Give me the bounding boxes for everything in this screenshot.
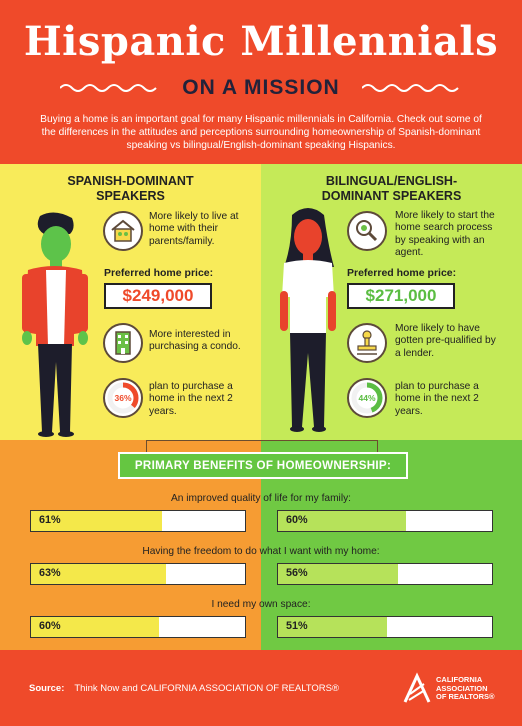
car-logo-text: CALIFORNIA ASSOCIATION OF REALTORS® <box>436 675 495 702</box>
left-squiggle-decoration <box>60 84 157 92</box>
spanish-donut-arc <box>107 382 139 414</box>
logo-line1: CALIFORNIA <box>436 675 483 684</box>
benefit-label-own-space: I need my own space: <box>211 599 311 610</box>
spanish-bar-freedom: 63% <box>30 563 246 585</box>
bar-percent: 51% <box>286 620 308 632</box>
benefit-label-freedom: Having the freedom to do what I want wit… <box>142 546 380 557</box>
bilingual-donut-arc <box>351 382 383 414</box>
bar-fill <box>31 511 162 531</box>
logo-line2: ASSOCIATION <box>436 683 488 693</box>
spanish-heading-line1: SPANISH-DOMINANT <box>67 174 194 188</box>
spanish-donut-value: 36% <box>114 393 132 403</box>
spanish-price-label: Preferred home price: <box>104 267 214 279</box>
bilingual-fact-agent: More likely to start the home search pro… <box>395 210 495 259</box>
bar-fill <box>31 617 160 637</box>
bar-percent: 56% <box>286 567 308 579</box>
bar-percent: 63% <box>39 567 61 579</box>
bilingual-speaker-woman-illustration <box>280 208 336 432</box>
bilingual-price-label: Preferred home price: <box>347 267 457 279</box>
spanish-bar-quality-of-life: 61% <box>30 510 246 532</box>
benefits-connector <box>146 440 378 452</box>
header <box>0 0 522 164</box>
logo-line3: OF REALTORS® <box>436 692 495 702</box>
family-home-icon <box>103 211 143 251</box>
bar-fill <box>278 564 398 584</box>
bilingual-bar-own-space: 51% <box>277 616 493 638</box>
bar-percent: 61% <box>39 514 61 526</box>
condo-building-icon <box>103 323 143 363</box>
spanish-heading-line2: SPEAKERS <box>96 189 165 203</box>
spanish-price-value: $249,000 <box>104 283 212 309</box>
source-line: Source: Think Now and CALIFORNIA ASSOCIAT… <box>29 683 339 694</box>
source-text: Think Now and CALIFORNIA ASSOCIATION OF … <box>74 683 340 694</box>
bilingual-heading-line1: BILINGUAL/ENGLISH- <box>325 174 458 188</box>
right-squiggle-decoration <box>362 84 459 92</box>
agent-search-icon <box>347 211 387 251</box>
source-label: Source: <box>29 683 65 694</box>
spanish-donut-chart <box>103 378 143 418</box>
spanish-bar-own-space: 60% <box>30 616 246 638</box>
spanish-fact-live-at-home: More likely to live at home with their p… <box>149 211 239 247</box>
bilingual-fact-prequalified: More likely to have gotten pre-qualified… <box>395 323 496 359</box>
benefits-title: PRIMARY BENEFITS OF HOMEOWNERSHIP: <box>118 452 408 479</box>
bilingual-donut-chart <box>347 378 387 418</box>
spanish-heading: SPANISH-DOMINANT SPEAKERS <box>0 174 261 204</box>
bilingual-price-value: $271,000 <box>347 283 455 309</box>
bar-percent: 60% <box>39 620 61 632</box>
footer <box>0 650 522 726</box>
bilingual-fact-plan-purchase: plan to purchase a home in the next 2 ye… <box>395 381 479 417</box>
spanish-speaker-man-illustration <box>22 212 88 437</box>
bilingual-heading: BILINGUAL/ENGLISH- DOMINANT SPEAKERS <box>261 174 522 204</box>
bilingual-bar-quality-of-life: 60% <box>277 510 493 532</box>
intro-text: Buying a home is an important goal for m… <box>40 114 482 151</box>
bar-fill <box>278 617 388 637</box>
page-title: Hispanic Millennials <box>23 18 499 65</box>
car-logo-icon <box>403 672 431 703</box>
bar-fill <box>31 564 166 584</box>
spanish-fact-plan-purchase: plan to purchase a home in the next 2 ye… <box>149 381 233 417</box>
bilingual-bar-freedom: 56% <box>277 563 493 585</box>
spanish-fact-condo: More interested in purchasing a condo. <box>149 329 241 353</box>
bar-fill <box>278 511 407 531</box>
page-subtitle: ON A MISSION <box>182 76 340 99</box>
benefit-label-quality-of-life: An improved quality of life for my famil… <box>170 493 352 504</box>
bilingual-donut-value: 44% <box>358 393 376 403</box>
bilingual-heading-line2: DOMINANT SPEAKERS <box>321 189 462 203</box>
bar-percent: 60% <box>286 514 308 526</box>
prequalified-stamp-icon <box>347 323 387 363</box>
